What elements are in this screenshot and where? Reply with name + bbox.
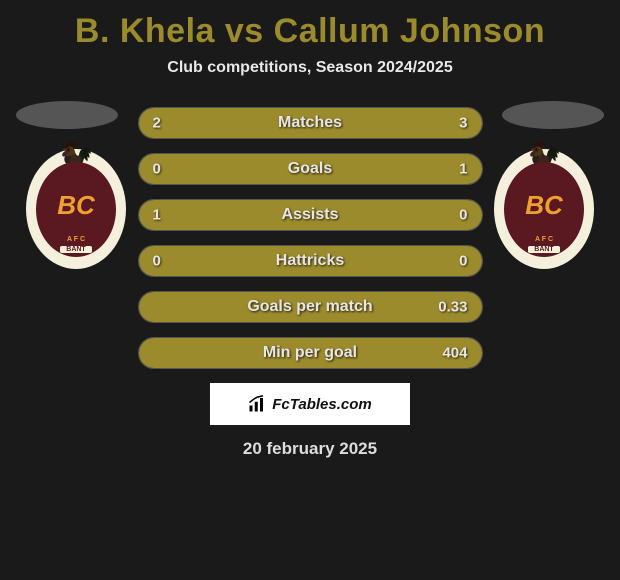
stats-area: 🐓 A F C BANT 🐓 A F C BANT 2 — [8, 107, 612, 459]
badge-afc: A F C — [535, 236, 553, 243]
bar-value-left: 2 — [153, 115, 161, 132]
page-subtitle: Club competitions, Season 2024/2025 — [8, 59, 612, 77]
bar-fill-left — [139, 200, 420, 230]
bar-value-left: 0 — [153, 253, 161, 270]
bar-fill-right — [200, 154, 481, 184]
page-title: B. Khela vs Callum Johnson — [8, 12, 612, 51]
bar-value-right: 3 — [459, 115, 467, 132]
stat-bar-goals-per-match: Goals per match 0.33 — [138, 291, 483, 323]
player-photo-left-placeholder — [16, 101, 118, 129]
bar-label: Hattricks — [276, 252, 344, 270]
player-photo-right-placeholder — [502, 101, 604, 129]
club-badge-left: 🐓 A F C BANT — [26, 149, 126, 269]
bar-label: Goals — [288, 160, 332, 178]
badge-outer: 🐓 A F C BANT — [26, 149, 126, 269]
stat-bar-goals: 0 Goals 1 — [138, 153, 483, 185]
club-badge-right: 🐓 A F C BANT — [494, 149, 594, 269]
badge-outer: 🐓 A F C BANT — [494, 149, 594, 269]
badge-bant: BANT — [528, 246, 559, 253]
bar-fill-left — [139, 292, 166, 322]
branding-label: FcTables.com — [272, 396, 371, 413]
stat-bar-hattricks: 0 Hattricks 0 — [138, 245, 483, 277]
bar-value-right: 0 — [459, 253, 467, 270]
date-label: 20 february 2025 — [8, 439, 612, 459]
bar-value-right: 404 — [442, 345, 467, 362]
bar-label: Goals per match — [247, 298, 372, 316]
badge-inner: A F C BANT — [504, 162, 584, 257]
badge-afc: A F C — [67, 236, 85, 243]
bar-label: Min per goal — [263, 344, 357, 362]
bar-value-right: 0.33 — [438, 299, 467, 316]
badge-inner: A F C BANT — [36, 162, 116, 257]
branding-box: FcTables.com — [210, 383, 410, 425]
comparison-card: B. Khela vs Callum Johnson Club competit… — [0, 0, 620, 580]
stat-bar-matches: 2 Matches 3 — [138, 107, 483, 139]
stat-bar-min-per-goal: Min per goal 404 — [138, 337, 483, 369]
bar-label: Assists — [282, 206, 339, 224]
bar-value-left: 1 — [153, 207, 161, 224]
bar-fill-left — [139, 338, 166, 368]
bar-fill-right — [420, 200, 482, 230]
bar-value-right: 0 — [459, 207, 467, 224]
stat-bars: 2 Matches 3 0 Goals 1 1 Assists 0 — [138, 107, 483, 369]
bar-fill-left — [139, 154, 201, 184]
badge-bant: BANT — [60, 246, 91, 253]
bar-value-right: 1 — [459, 161, 467, 178]
stat-bar-assists: 1 Assists 0 — [138, 199, 483, 231]
chart-icon — [248, 395, 266, 413]
bar-value-left: 0 — [153, 161, 161, 178]
bar-label: Matches — [278, 114, 342, 132]
